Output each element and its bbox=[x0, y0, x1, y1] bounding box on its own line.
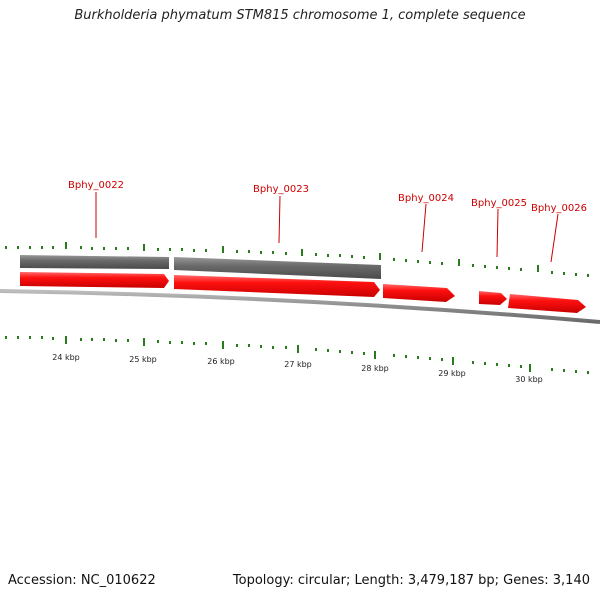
gene-feature-bphy-0023[interactable] bbox=[174, 257, 381, 279]
lower-tick-track bbox=[5, 336, 589, 374]
gene-track bbox=[20, 255, 381, 279]
accession-text: Accession: NC_010622 bbox=[8, 573, 156, 588]
gene-label-bphy-0025[interactable]: Bphy_0025 bbox=[471, 198, 527, 209]
genome-summary: Topology: circular; Length: 3,479,187 bp… bbox=[232, 573, 590, 588]
cds-arrow-bphy-0022[interactable] bbox=[20, 272, 169, 288]
scale-label: 24 kbp bbox=[52, 353, 80, 362]
scale-label: 28 kbp bbox=[361, 364, 389, 373]
chromosome-backbone bbox=[0, 289, 600, 324]
cds-arrow-bphy-0025[interactable] bbox=[479, 291, 507, 305]
scale-label: 25 kbp bbox=[129, 355, 157, 364]
cds-arrow-bphy-0026[interactable] bbox=[508, 294, 586, 313]
lower-tick bbox=[5, 336, 589, 374]
scale-label: 27 kbp bbox=[284, 360, 312, 369]
cds-track bbox=[20, 272, 586, 313]
gene-label-bphy-0026[interactable]: Bphy_0026 bbox=[531, 203, 587, 214]
scale-label: 26 kbp bbox=[207, 357, 235, 366]
gene-label-bphy-0024[interactable]: Bphy_0024 bbox=[398, 193, 454, 204]
upper-tick-track bbox=[5, 242, 589, 277]
gene-label-bphy-0022[interactable]: Bphy_0022 bbox=[68, 180, 124, 191]
label-leaders bbox=[95, 192, 559, 263]
leader-line-bphy-0024 bbox=[421, 203, 427, 253]
scale-label: 29 kbp bbox=[438, 369, 466, 378]
scale-label: 30 kbp bbox=[515, 375, 543, 384]
leader-line-bphy-0025 bbox=[496, 208, 499, 258]
upper-tick bbox=[5, 242, 589, 277]
leader-line-bphy-0023 bbox=[278, 195, 281, 244]
gene-feature-bphy-0022[interactable] bbox=[20, 255, 169, 269]
leader-line-bphy-0026 bbox=[550, 213, 559, 263]
map-title: Burkholderia phymatum STM815 chromosome … bbox=[74, 8, 526, 23]
cds-arrow-bphy-0023[interactable] bbox=[174, 275, 380, 297]
cds-arrow-bphy-0024[interactable] bbox=[383, 284, 455, 302]
scale-labels: 24 kbp 25 kbp 26 kbp 27 kbp 28 kbp 29 kb… bbox=[52, 353, 543, 384]
gene-label-bphy-0023[interactable]: Bphy_0023 bbox=[253, 184, 309, 195]
gene-labels: Bphy_0022 Bphy_0023 Bphy_0024 Bphy_0025 … bbox=[68, 180, 587, 214]
